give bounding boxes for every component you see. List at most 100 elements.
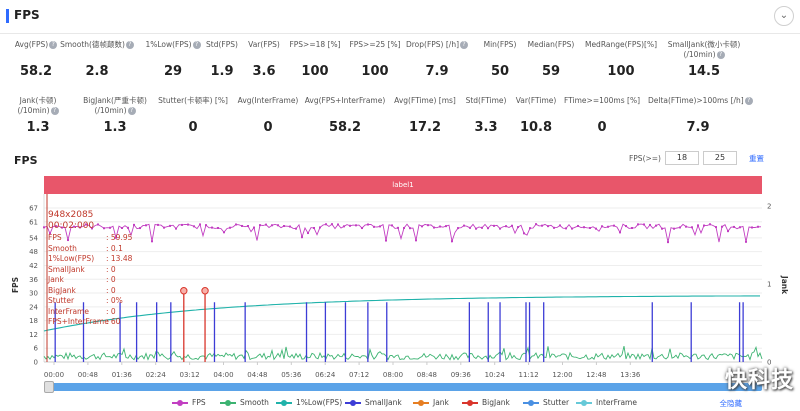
tooltip-row: Stutter: 0% xyxy=(48,296,132,307)
fps-point xyxy=(307,232,309,235)
help-icon[interactable]: ? xyxy=(460,41,468,49)
stat-label-text: FTime>=100ms [%] xyxy=(564,96,640,105)
tooltip-key: SmallJank xyxy=(48,264,85,274)
fps-chart[interactable]: label1 0 6 12 18 24 30 36 42 48 54 61 67 0 1 2 FPS Jank 0… xyxy=(0,174,800,411)
row1-stat-4: Var(FPS) 3.6 xyxy=(214,40,314,79)
fps-point xyxy=(301,236,303,239)
stat-label: Smooth(德帧颠数)? xyxy=(47,40,147,50)
reset-link[interactable]: 重置 xyxy=(749,153,764,163)
hide-all-link[interactable]: 全隐藏 xyxy=(719,399,743,408)
fps-point xyxy=(169,224,171,227)
fps-point xyxy=(433,226,435,229)
stat-value: 58.2 xyxy=(19,64,53,79)
legend-item-smooth[interactable]: Smooth xyxy=(220,398,269,407)
fps-point xyxy=(463,224,465,227)
fps-point xyxy=(607,225,609,228)
stat-label: 1%Low(FPS)? xyxy=(123,40,223,50)
label-band[interactable]: label1 xyxy=(44,176,762,194)
help-icon[interactable]: ? xyxy=(127,107,136,115)
stat-value: 2.8 xyxy=(85,64,109,79)
fps-threshold-input-1[interactable]: 18 xyxy=(665,151,699,165)
stat-value: 1.9 xyxy=(210,64,234,79)
tooltip-key: Jank xyxy=(48,275,64,284)
row2-stat-5: Avg(FTime) [ms] 17.2 xyxy=(375,96,475,135)
legend-swatch xyxy=(576,399,592,406)
stat-label-text: Var(FPS) xyxy=(248,40,280,49)
fps-point xyxy=(271,224,273,227)
stat-label: Avg(FTime) [ms] xyxy=(375,96,475,106)
fps-point xyxy=(451,240,453,243)
time-range-track[interactable] xyxy=(44,383,762,391)
fps-point xyxy=(733,225,735,228)
stat-label: FPS>=25 [%] xyxy=(325,40,425,50)
row2-stat-1: BigJank(严重卡顿) (/10min)? 1.3 xyxy=(65,96,165,135)
legend-item-fps[interactable]: FPS xyxy=(172,398,206,407)
stat-label-sub-text: (/10min) xyxy=(17,106,50,115)
legend-label: 1%Low(FPS) xyxy=(296,398,343,407)
time-range-handle[interactable] xyxy=(44,381,54,393)
row1-stat-5: FPS>=18 [%] 100 xyxy=(265,40,365,79)
chart-title: FPS xyxy=(14,154,38,167)
fps-point xyxy=(175,227,177,230)
fps-point xyxy=(337,223,339,226)
tooltip-row: Smooth: 0.1 xyxy=(48,244,132,255)
fps-point xyxy=(253,226,255,229)
x-tick-label: 09:36 xyxy=(451,371,472,379)
stat-label-text: Jank(卡顿) xyxy=(19,96,57,105)
help-icon[interactable]: ? xyxy=(192,41,201,49)
y2-tick-label: 2 xyxy=(767,203,771,211)
legend-item-interframe[interactable]: InterFrame xyxy=(576,398,637,407)
tooltip-key: FPS+InterFrame xyxy=(48,317,109,326)
fps-point xyxy=(49,232,51,235)
legend-item-1-low-fps-[interactable]: 1%Low(FPS) xyxy=(276,398,342,407)
x-tick-label: 00:00 xyxy=(44,371,64,379)
help-icon[interactable]: ? xyxy=(50,107,59,115)
legend-swatch xyxy=(523,399,539,406)
row1-stat-10: MedRange(FPS)[%] 100 xyxy=(571,40,671,79)
legend-item-jank[interactable]: Jank xyxy=(413,398,449,407)
stat-label-text: MedRange(FPS)[%] xyxy=(584,40,658,49)
low1-series-line xyxy=(43,295,760,332)
help-icon[interactable]: ? xyxy=(716,51,725,59)
fps-point xyxy=(67,239,69,242)
stat-label-text: Median(FPS) xyxy=(527,40,575,49)
fps-point xyxy=(709,223,711,226)
fps-point xyxy=(661,227,663,230)
x-tick-label: 11:12 xyxy=(519,371,539,379)
legend-item-bigjank[interactable]: BigJank xyxy=(462,398,510,407)
legend-item-stutter[interactable]: Stutter xyxy=(523,398,569,407)
fps-point xyxy=(109,226,111,229)
stat-value: 59 xyxy=(541,64,561,79)
legend-item-smalljank[interactable]: SmallJank xyxy=(345,398,402,407)
help-icon[interactable]: ? xyxy=(744,97,753,105)
fps-point xyxy=(703,224,705,227)
stat-label: SmallJank(微小卡顿) xyxy=(654,40,754,50)
y-tick-label: 36 xyxy=(29,276,38,284)
fps-point xyxy=(493,224,495,227)
stat-label-text: Drop(FPS) [/h] xyxy=(405,40,459,49)
fps-point xyxy=(331,223,333,226)
y2-tick-label: 0 xyxy=(767,359,771,367)
row2-stat-6: Std(FTime) 3.3 xyxy=(436,96,536,135)
stat-label: Min(FPS) xyxy=(450,40,550,50)
legend-marker-icon xyxy=(177,399,183,406)
fps-threshold-input-2[interactable]: 25 xyxy=(703,151,737,165)
collapse-chevron-icon[interactable]: ⌄ xyxy=(774,6,794,26)
fps-point xyxy=(439,225,441,228)
fps-point xyxy=(601,225,603,228)
fps-filter-label: FPS(>=) xyxy=(628,153,661,163)
x-tick-label: 12:00 xyxy=(552,371,572,379)
x-tick-label: 01:36 xyxy=(112,371,133,379)
help-icon[interactable]: ? xyxy=(125,41,134,49)
tooltip-value: : 13.48 xyxy=(106,254,133,263)
stat-value: 100 xyxy=(607,64,635,79)
legend-marker-icon xyxy=(467,399,473,406)
stat-label-text: Std(FTime) xyxy=(465,96,507,105)
section-header: FPS ⌄ xyxy=(0,0,800,34)
smooth-series-line xyxy=(43,345,763,361)
y-tick-label: 61 xyxy=(29,218,38,226)
help-icon[interactable]: ? xyxy=(49,41,58,49)
y-tick-label: 48 xyxy=(29,248,38,256)
fps-point xyxy=(583,226,585,229)
fps-point xyxy=(115,236,117,239)
